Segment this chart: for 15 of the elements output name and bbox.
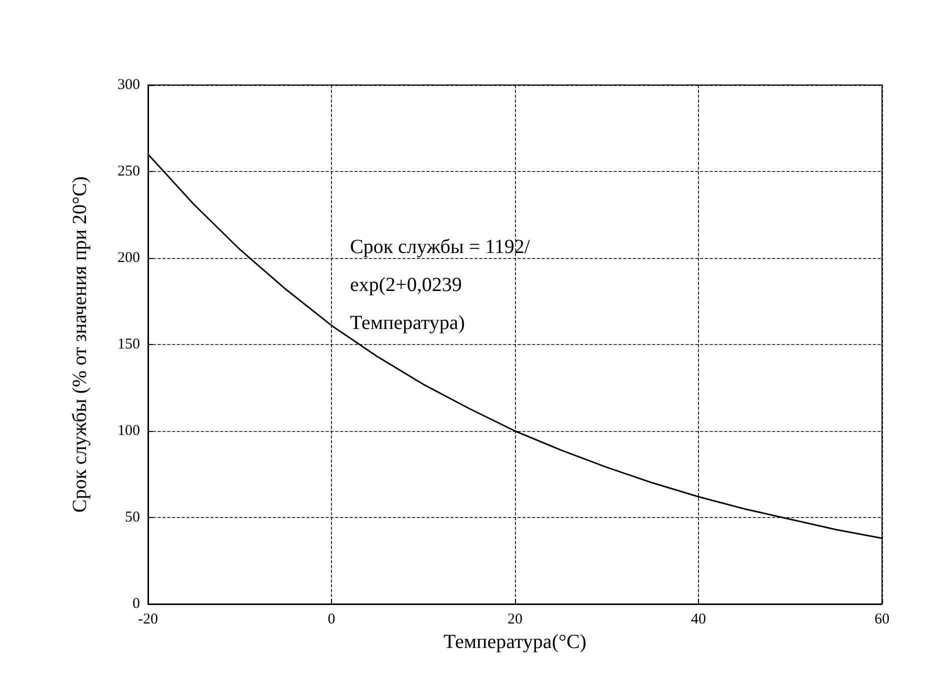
y-tick-label: 200 [118, 250, 140, 266]
y-tick-label: 150 [118, 336, 140, 352]
x-tick-label: -20 [138, 612, 158, 628]
x-tick-label: 60 [874, 612, 890, 628]
y-tick-label: 300 [118, 77, 140, 93]
y-tick-label: 250 [118, 164, 140, 180]
x-tick-label: 0 [328, 612, 336, 628]
y-tick-label: 50 [125, 510, 140, 526]
y-tick-label: 100 [118, 423, 140, 439]
y-axis-title: Срок службы (% от значения при 20°C) [69, 176, 91, 513]
y-tick-label: 0 [132, 596, 140, 612]
x-tick-label: 20 [508, 612, 522, 628]
x-axis-title: Температура(°C) [444, 630, 586, 653]
annotation: Срок службы = 1192/exp(2+0,0239 Температура) [350, 236, 530, 334]
x-tick-label: 40 [691, 612, 706, 628]
